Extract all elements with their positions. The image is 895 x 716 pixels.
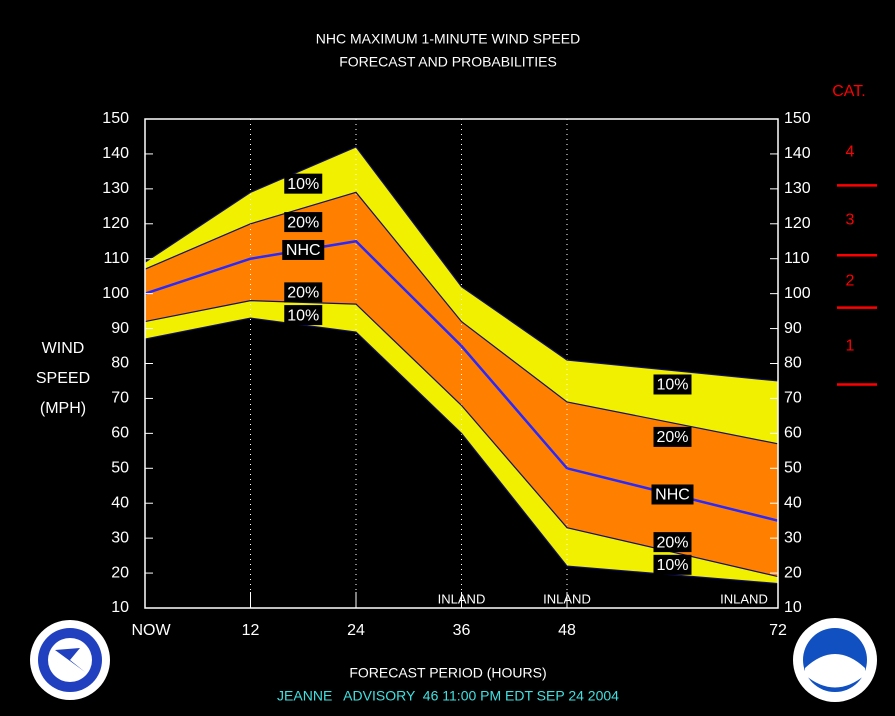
y-tick-label: 60	[111, 425, 129, 442]
line-label: 20%	[656, 429, 688, 446]
series-line	[144, 146, 779, 382]
annotation: INLAND	[720, 591, 768, 606]
y2-tick-label: 30	[784, 529, 802, 546]
line-label-bg	[653, 374, 692, 395]
y2-tick-label: 50	[784, 460, 802, 477]
annotation: INLAND	[438, 591, 486, 606]
line-label-bg	[282, 239, 325, 260]
y-tick-label: 50	[111, 460, 129, 477]
noaa-logo	[793, 618, 877, 702]
line-label-bg	[284, 212, 323, 233]
line-label-bg	[653, 532, 692, 553]
line-label: 20%	[656, 534, 688, 551]
category-label: 1	[846, 337, 855, 354]
y2-tick-label: 100	[784, 285, 811, 302]
line-label: 10%	[287, 307, 319, 324]
y2-tick-label: 40	[784, 494, 802, 511]
y-tick-label: 110	[103, 250, 129, 267]
y-tick-label: 80	[111, 355, 129, 372]
y-tick-label: 130	[102, 180, 129, 197]
chart-subtitle: FORECAST AND PROBABILITIES	[339, 54, 557, 70]
y2-tick-label: 90	[784, 320, 802, 337]
y2-tick-label: 70	[784, 390, 802, 407]
line-label-bg	[284, 305, 323, 326]
series-line	[144, 317, 779, 585]
line-label-bg	[651, 484, 694, 505]
y2-tick-label: 120	[784, 215, 811, 232]
x-axis-label: FORECAST PERIOD (HOURS)	[349, 665, 546, 681]
line-label: NHC	[655, 487, 690, 504]
y-tick-label: 20	[111, 564, 129, 581]
y-tick-label: 70	[111, 390, 129, 407]
line-label-bg	[284, 173, 323, 194]
y-tick-label: 150	[102, 110, 129, 127]
y2-tick-label: 20	[784, 564, 802, 581]
y2-tick-label: 130	[784, 180, 811, 197]
category-label: 2	[846, 273, 855, 290]
x-tick-label: 36	[453, 622, 471, 639]
line-label: 20%	[287, 285, 319, 302]
footer: JEANNE ADVISORY 46 11:00 PM EDT SEP 24 2…	[277, 688, 619, 704]
x-tick-label: 72	[769, 622, 787, 639]
y2-tick-label: 10	[784, 599, 802, 616]
x-tick-label: NOW	[131, 622, 171, 639]
line-label-bg	[284, 282, 323, 303]
series-line	[144, 239, 779, 522]
y-tick-label: 40	[111, 494, 129, 511]
y-tick-label: 100	[102, 285, 129, 302]
y-tick-label: 120	[102, 215, 129, 232]
annotation: INLAND	[543, 591, 591, 606]
line-label: NHC	[286, 242, 321, 259]
x-tick-label: 48	[558, 622, 576, 639]
y-tick-label: 10	[111, 599, 129, 616]
line-label-bg	[653, 554, 692, 575]
category-title: CAT.	[832, 83, 865, 100]
line-label-bg	[653, 426, 692, 447]
chart-title: NHC MAXIMUM 1-MINUTE WIND SPEED	[316, 31, 580, 47]
series-line	[144, 300, 779, 578]
nws-logo	[30, 620, 110, 700]
y-axis-label: (MPH)	[40, 400, 86, 417]
line-label: 10%	[287, 176, 319, 193]
line-label: 10%	[656, 377, 688, 394]
y-axis-label: SPEED	[36, 370, 90, 387]
y-tick-label: 90	[111, 320, 129, 337]
y-tick-label: 30	[111, 529, 129, 546]
y2-tick-label: 110	[784, 250, 810, 267]
plot: 10% 20% NHC 20% 10% 10% 20% NHC 20% 10% 10 10 20 20 30…	[102, 83, 877, 639]
y-axis-label: WIND	[42, 340, 85, 357]
y2-tick-label: 80	[784, 355, 802, 372]
x-tick-label: 12	[242, 622, 260, 639]
y2-tick-label: 140	[784, 145, 811, 162]
line-label: 10%	[656, 557, 688, 574]
y2-tick-label: 150	[784, 110, 811, 127]
y-tick-label: 140	[102, 145, 129, 162]
series-line	[144, 191, 779, 445]
category-label: 4	[846, 143, 855, 160]
category-label: 3	[846, 212, 855, 229]
x-tick-label: 24	[347, 622, 365, 639]
y2-tick-label: 60	[784, 425, 802, 442]
line-label: 20%	[287, 214, 319, 231]
